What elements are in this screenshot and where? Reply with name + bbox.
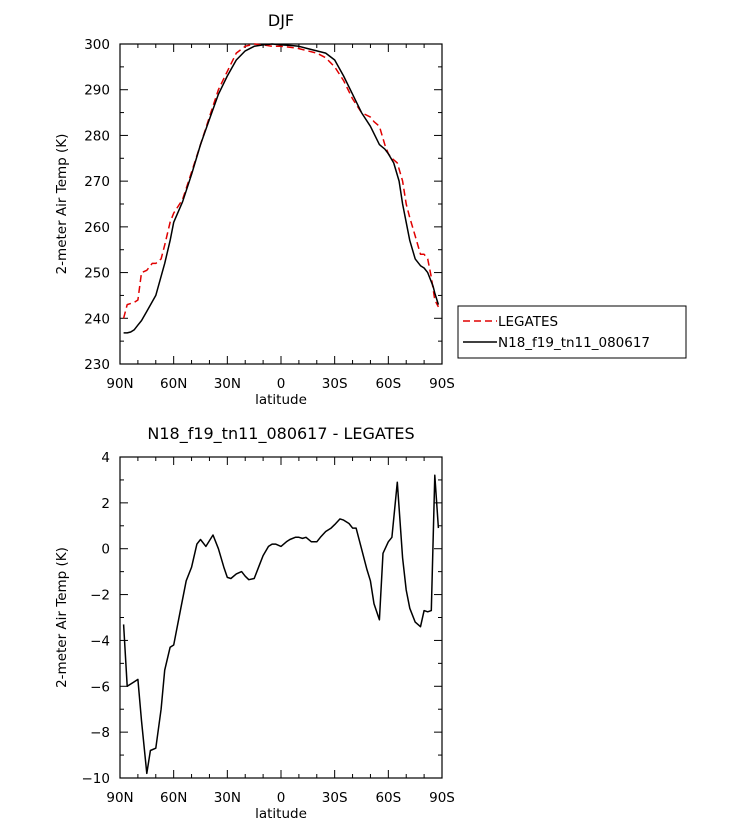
y-tick-label: 290 xyxy=(84,83,110,99)
y-tick-label: 300 xyxy=(84,37,110,53)
plot-frame xyxy=(119,456,443,779)
chart-title: DJF xyxy=(268,11,294,30)
y-tick-label: 270 xyxy=(84,174,110,190)
x-tick-label: 60N xyxy=(160,790,187,806)
x-tick-label: 0 xyxy=(277,790,286,806)
x-tick-label: 90S xyxy=(429,790,455,806)
y-tick-label: 250 xyxy=(84,266,110,282)
x-tick-label: 30N xyxy=(214,376,241,392)
x-tick-label: 30N xyxy=(214,790,241,806)
y-axis-label: 2-meter Air Temp (K) xyxy=(54,134,70,275)
x-tick-label: 60S xyxy=(375,376,401,392)
y-tick-label: 2 xyxy=(101,496,110,512)
y-tick-label: −10 xyxy=(82,771,111,787)
series-line-difference xyxy=(122,474,440,775)
x-axis-label: latitude xyxy=(255,392,307,408)
chart-panel-2: N18_f19_tn11_080617 - LEGATES 90N 60N 30N 0 3… xyxy=(54,424,455,822)
y-tick-label: 4 xyxy=(101,450,110,466)
x-tick-label: 0 xyxy=(277,376,286,392)
y-tick-label: −8 xyxy=(90,725,110,741)
x-tick-label: 60S xyxy=(375,790,401,806)
x-tick-label: 30S xyxy=(322,790,348,806)
legend-label: N18_f19_tn11_080617 xyxy=(498,335,650,351)
legend: LEGATES N18_f19_tn11_080617 xyxy=(457,305,687,359)
series-line-legates xyxy=(122,43,440,319)
y-axis-label: 2-meter Air Temp (K) xyxy=(54,547,70,688)
y-tick-label: −6 xyxy=(90,679,110,695)
y-tick-label: 260 xyxy=(84,220,110,236)
y-tick-label: 280 xyxy=(84,128,110,144)
y-tick-label: 240 xyxy=(84,311,110,327)
x-axis-label: latitude xyxy=(255,806,307,822)
y-tick-label: 230 xyxy=(84,357,110,373)
x-tick-label: 90S xyxy=(429,376,455,392)
chart-panel-1: DJF 90N 60N 30N 0 30S 60S 90S 230 240 250 260 270 280… xyxy=(54,11,455,408)
x-tick-label: 60N xyxy=(160,376,187,392)
plot-frame xyxy=(119,43,443,365)
x-tick-label: 90N xyxy=(106,376,133,392)
x-tick-label: 90N xyxy=(106,790,133,806)
y-tick-label: −4 xyxy=(90,633,110,649)
y-tick-label: 0 xyxy=(101,542,110,558)
x-tick-label: 30S xyxy=(322,376,348,392)
series-line-n18-f19-tn11-080617 xyxy=(123,43,440,334)
legend-label: LEGATES xyxy=(498,314,558,330)
chart-title: N18_f19_tn11_080617 - LEGATES xyxy=(147,424,414,444)
legend-box xyxy=(457,305,687,359)
y-tick-label: −2 xyxy=(90,588,110,604)
